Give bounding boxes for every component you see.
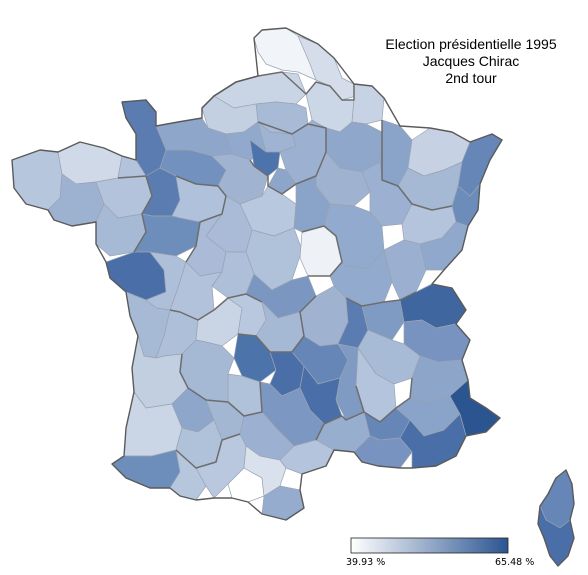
corsica: [537, 469, 575, 567]
legend-max-label: 65.48 %: [495, 557, 534, 568]
corsica-outline: [537, 469, 575, 567]
color-legend: 39.93 % 65.48 %: [346, 537, 534, 568]
dept-jura: [383, 239, 427, 301]
legend-gradient-bar: [350, 537, 509, 554]
france-outline: [11, 27, 503, 521]
dept-somme: [213, 71, 307, 109]
title-line-2: Jacques Chirac: [423, 53, 520, 69]
map-title: Election présidentielle 1995 Jacques Chi…: [385, 36, 556, 86]
title-line-3: 2nd tour: [445, 70, 497, 86]
legend-min-label: 39.93 %: [346, 557, 385, 568]
mainland-france: [11, 27, 503, 521]
dept-ardennes: [351, 83, 385, 125]
dept-pyrenees-atlantiques: [111, 449, 181, 489]
title-line-1: Election présidentielle 1995: [385, 36, 556, 52]
dept-finistere: [11, 149, 63, 211]
